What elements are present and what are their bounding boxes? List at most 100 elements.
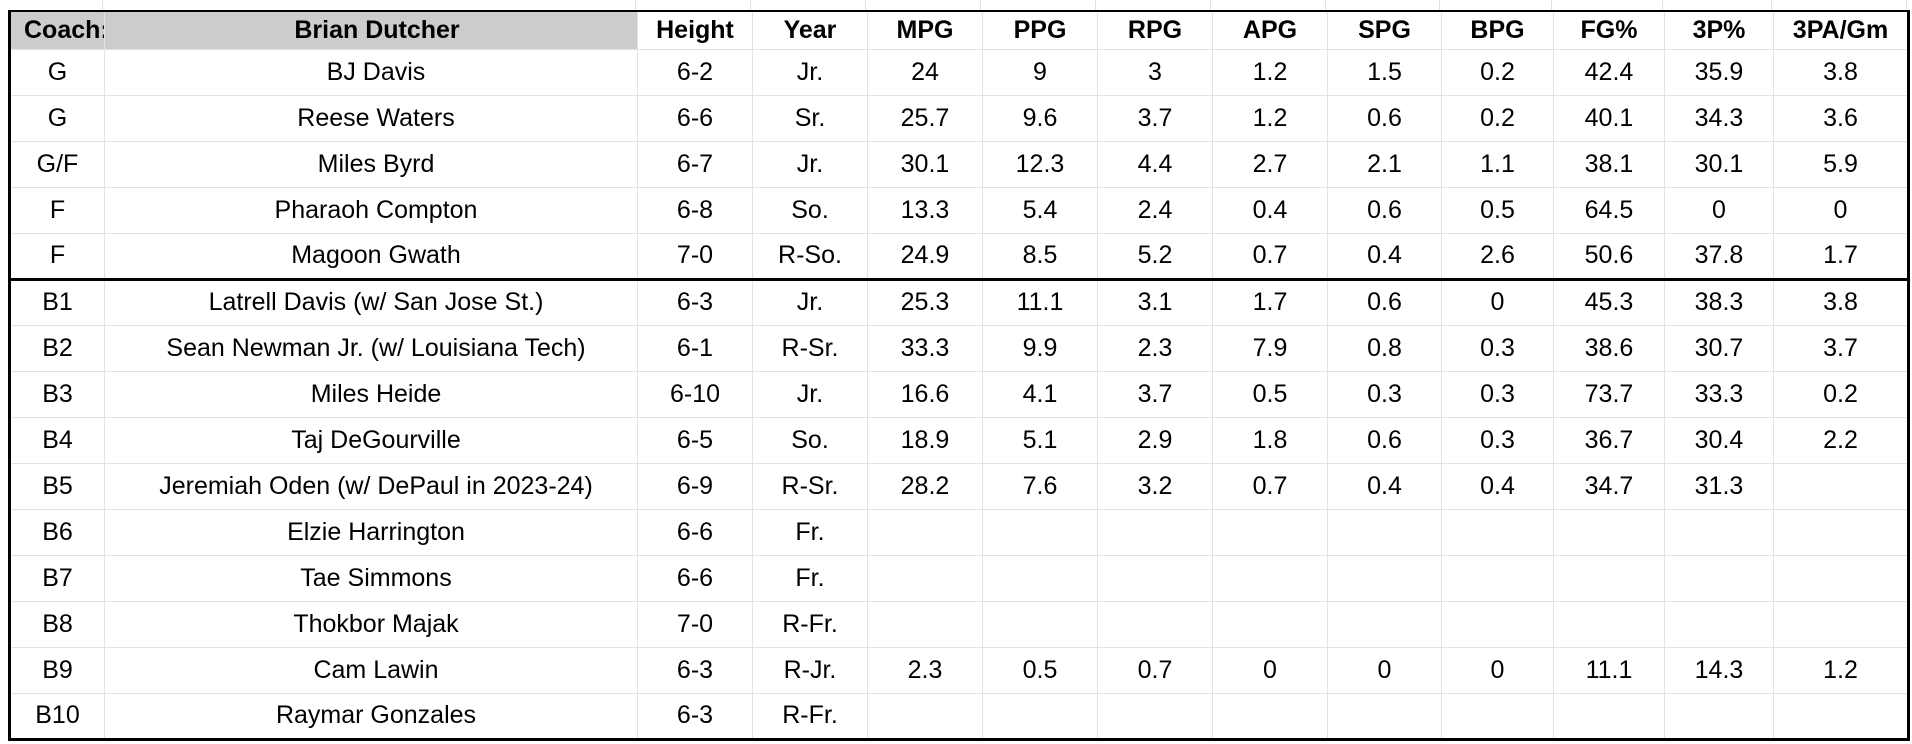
stat-cell-rpg[interactable]: 3.7 xyxy=(1097,370,1213,418)
stat-cell-spg[interactable] xyxy=(1327,600,1442,648)
position-cell[interactable]: F xyxy=(9,232,105,281)
stat-cell-3p-[interactable] xyxy=(1664,554,1774,602)
player-name-cell[interactable]: Tae Simmons xyxy=(104,554,638,602)
stat-cell-spg[interactable]: 0.6 xyxy=(1327,416,1442,464)
position-cell[interactable]: B7 xyxy=(9,554,105,602)
stat-cell-mpg[interactable] xyxy=(867,692,983,740)
stat-cell-bpg[interactable] xyxy=(1441,508,1554,556)
stat-cell-height[interactable]: 6-9 xyxy=(637,462,753,510)
stat-cell-fg-[interactable]: 38.1 xyxy=(1553,140,1665,188)
stat-cell-year[interactable]: Jr. xyxy=(752,48,868,96)
stat-cell-fg-[interactable]: 42.4 xyxy=(1553,48,1665,96)
stat-cell-mpg[interactable]: 2.3 xyxy=(867,646,983,694)
stat-cell-ppg[interactable]: 8.5 xyxy=(982,232,1098,281)
stat-cell-fg-[interactable]: 45.3 xyxy=(1553,278,1665,326)
column-header-fg-[interactable]: FG% xyxy=(1553,10,1665,50)
position-cell[interactable]: B6 xyxy=(9,508,105,556)
player-name-cell[interactable]: Taj DeGourville xyxy=(104,416,638,464)
stat-cell-fg-[interactable]: 40.1 xyxy=(1553,94,1665,142)
stat-cell-spg[interactable]: 2.1 xyxy=(1327,140,1442,188)
stat-cell-fg-[interactable]: 36.7 xyxy=(1553,416,1665,464)
stat-cell-rpg[interactable] xyxy=(1097,692,1213,740)
stat-cell-ppg[interactable]: 0.5 xyxy=(982,646,1098,694)
stat-cell-height[interactable]: 6-6 xyxy=(637,554,753,602)
stat-cell-fg-[interactable] xyxy=(1553,692,1665,740)
stat-cell-mpg[interactable]: 13.3 xyxy=(867,186,983,234)
position-cell[interactable]: B10 xyxy=(9,692,105,740)
player-name-cell[interactable]: Raymar Gonzales xyxy=(104,692,638,740)
player-name-cell[interactable]: Jeremiah Oden (w/ DePaul in 2023-24) xyxy=(104,462,638,510)
stat-cell-3pa-gm[interactable]: 3.8 xyxy=(1773,278,1909,326)
stat-cell-height[interactable]: 6-10 xyxy=(637,370,753,418)
stat-cell-height[interactable]: 7-0 xyxy=(637,600,753,648)
stat-cell-mpg[interactable]: 24.9 xyxy=(867,232,983,281)
position-cell[interactable]: G xyxy=(9,48,105,96)
stat-cell-3p-[interactable] xyxy=(1664,508,1774,556)
stat-cell-3pa-gm[interactable] xyxy=(1773,462,1909,510)
player-name-cell[interactable]: Miles Heide xyxy=(104,370,638,418)
position-cell[interactable]: B9 xyxy=(9,646,105,694)
column-header-apg[interactable]: APG xyxy=(1212,10,1328,50)
stat-cell-spg[interactable]: 0.4 xyxy=(1327,232,1442,281)
stat-cell-3pa-gm[interactable]: 3.6 xyxy=(1773,94,1909,142)
stat-cell-mpg[interactable] xyxy=(867,508,983,556)
stat-cell-height[interactable]: 6-6 xyxy=(637,508,753,556)
stat-cell-ppg[interactable]: 4.1 xyxy=(982,370,1098,418)
stat-cell-rpg[interactable]: 3 xyxy=(1097,48,1213,96)
stat-cell-fg-[interactable] xyxy=(1553,554,1665,602)
column-header-mpg[interactable]: MPG xyxy=(867,10,983,50)
position-cell[interactable]: B3 xyxy=(9,370,105,418)
stat-cell-3pa-gm[interactable] xyxy=(1773,600,1909,648)
player-name-cell[interactable]: BJ Davis xyxy=(104,48,638,96)
stat-cell-year[interactable]: R-Fr. xyxy=(752,692,868,740)
stat-cell-spg[interactable]: 0.8 xyxy=(1327,324,1442,372)
stat-cell-spg[interactable]: 0 xyxy=(1327,646,1442,694)
stat-cell-mpg[interactable]: 16.6 xyxy=(867,370,983,418)
column-header-bpg[interactable]: BPG xyxy=(1441,10,1554,50)
stat-cell-fg-[interactable]: 34.7 xyxy=(1553,462,1665,510)
position-cell[interactable]: B2 xyxy=(9,324,105,372)
stat-cell-height[interactable]: 6-5 xyxy=(637,416,753,464)
stat-cell-rpg[interactable]: 0.7 xyxy=(1097,646,1213,694)
position-cell[interactable]: F xyxy=(9,186,105,234)
stat-cell-bpg[interactable]: 0.3 xyxy=(1441,324,1554,372)
stat-cell-ppg[interactable]: 9.9 xyxy=(982,324,1098,372)
stat-cell-year[interactable]: Fr. xyxy=(752,554,868,602)
stat-cell-fg-[interactable] xyxy=(1553,600,1665,648)
stat-cell-3pa-gm[interactable]: 1.2 xyxy=(1773,646,1909,694)
stat-cell-year[interactable]: Jr. xyxy=(752,278,868,326)
stat-cell-ppg[interactable]: 5.1 xyxy=(982,416,1098,464)
stat-cell-mpg[interactable]: 33.3 xyxy=(867,324,983,372)
column-header-year[interactable]: Year xyxy=(752,10,868,50)
stat-cell-bpg[interactable]: 0.3 xyxy=(1441,416,1554,464)
stat-cell-fg-[interactable]: 50.6 xyxy=(1553,232,1665,281)
column-header-3p-[interactable]: 3P% xyxy=(1664,10,1774,50)
column-header-3pa-gm[interactable]: 3PA/Gm xyxy=(1773,10,1909,50)
stat-cell-height[interactable]: 7-0 xyxy=(637,232,753,281)
stat-cell-year[interactable]: Jr. xyxy=(752,140,868,188)
stat-cell-3p-[interactable]: 30.1 xyxy=(1664,140,1774,188)
stat-cell-rpg[interactable]: 4.4 xyxy=(1097,140,1213,188)
stat-cell-mpg[interactable] xyxy=(867,554,983,602)
player-name-cell[interactable]: Magoon Gwath xyxy=(104,232,638,281)
stat-cell-rpg[interactable] xyxy=(1097,600,1213,648)
stat-cell-height[interactable]: 6-8 xyxy=(637,186,753,234)
stat-cell-year[interactable]: R-Sr. xyxy=(752,462,868,510)
stat-cell-rpg[interactable]: 3.7 xyxy=(1097,94,1213,142)
stat-cell-apg[interactable]: 1.2 xyxy=(1212,94,1328,142)
stat-cell-3p-[interactable]: 31.3 xyxy=(1664,462,1774,510)
position-cell[interactable]: B1 xyxy=(9,278,105,326)
stat-cell-3pa-gm[interactable] xyxy=(1773,508,1909,556)
stat-cell-year[interactable]: So. xyxy=(752,416,868,464)
stat-cell-fg-[interactable]: 11.1 xyxy=(1553,646,1665,694)
stat-cell-bpg[interactable] xyxy=(1441,600,1554,648)
position-cell[interactable]: B4 xyxy=(9,416,105,464)
stat-cell-apg[interactable]: 1.2 xyxy=(1212,48,1328,96)
stat-cell-fg-[interactable]: 38.6 xyxy=(1553,324,1665,372)
stat-cell-spg[interactable]: 0.6 xyxy=(1327,186,1442,234)
stat-cell-apg[interactable] xyxy=(1212,600,1328,648)
stat-cell-height[interactable]: 6-7 xyxy=(637,140,753,188)
stat-cell-3pa-gm[interactable]: 3.7 xyxy=(1773,324,1909,372)
player-name-cell[interactable]: Elzie Harrington xyxy=(104,508,638,556)
stat-cell-bpg[interactable] xyxy=(1441,554,1554,602)
